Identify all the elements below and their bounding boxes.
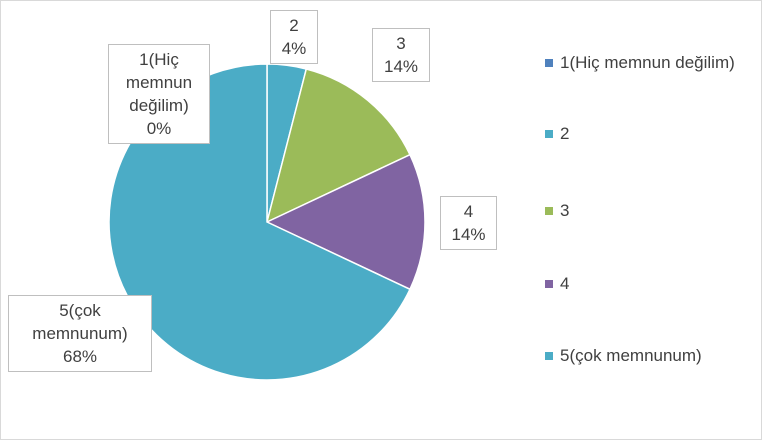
legend-label: 5(çok memnunum) <box>560 346 702 365</box>
data-label: 4 14% <box>440 196 497 250</box>
data-label-value: 4% <box>281 39 307 58</box>
data-label-category: 2 <box>289 16 299 35</box>
legend-label: 4 <box>560 274 570 293</box>
legend-label: 1(Hiç memnun değilim) <box>560 53 735 72</box>
data-label-value: 68% <box>62 347 98 366</box>
data-label-category: 1(Hiç memnun değilim) <box>125 50 193 115</box>
legend-swatch <box>545 352 553 360</box>
data-label-category: 3 <box>396 34 406 53</box>
legend-label: 2 <box>560 124 570 143</box>
pie-slice <box>265 68 411 224</box>
legend-label: 3 <box>560 201 570 220</box>
data-label: 1(Hiç memnun değilim) 0% <box>108 44 210 144</box>
data-label-value: 14% <box>383 57 419 76</box>
data-label-category: 5(çok memnunum) <box>32 301 128 343</box>
data-label: 3 14% <box>372 28 430 82</box>
data-label-value: 14% <box>451 225 486 244</box>
legend-swatch <box>545 207 553 215</box>
legend-swatch <box>545 130 553 138</box>
data-label: 2 4% <box>270 10 318 64</box>
legend-swatch <box>545 59 553 67</box>
legend-swatch <box>545 280 553 288</box>
data-label-value: 0% <box>146 119 172 138</box>
pie-slice <box>265 153 426 291</box>
data-label-category: 4 <box>463 202 474 221</box>
data-label: 5(çok memnunum) 68% <box>8 295 152 372</box>
